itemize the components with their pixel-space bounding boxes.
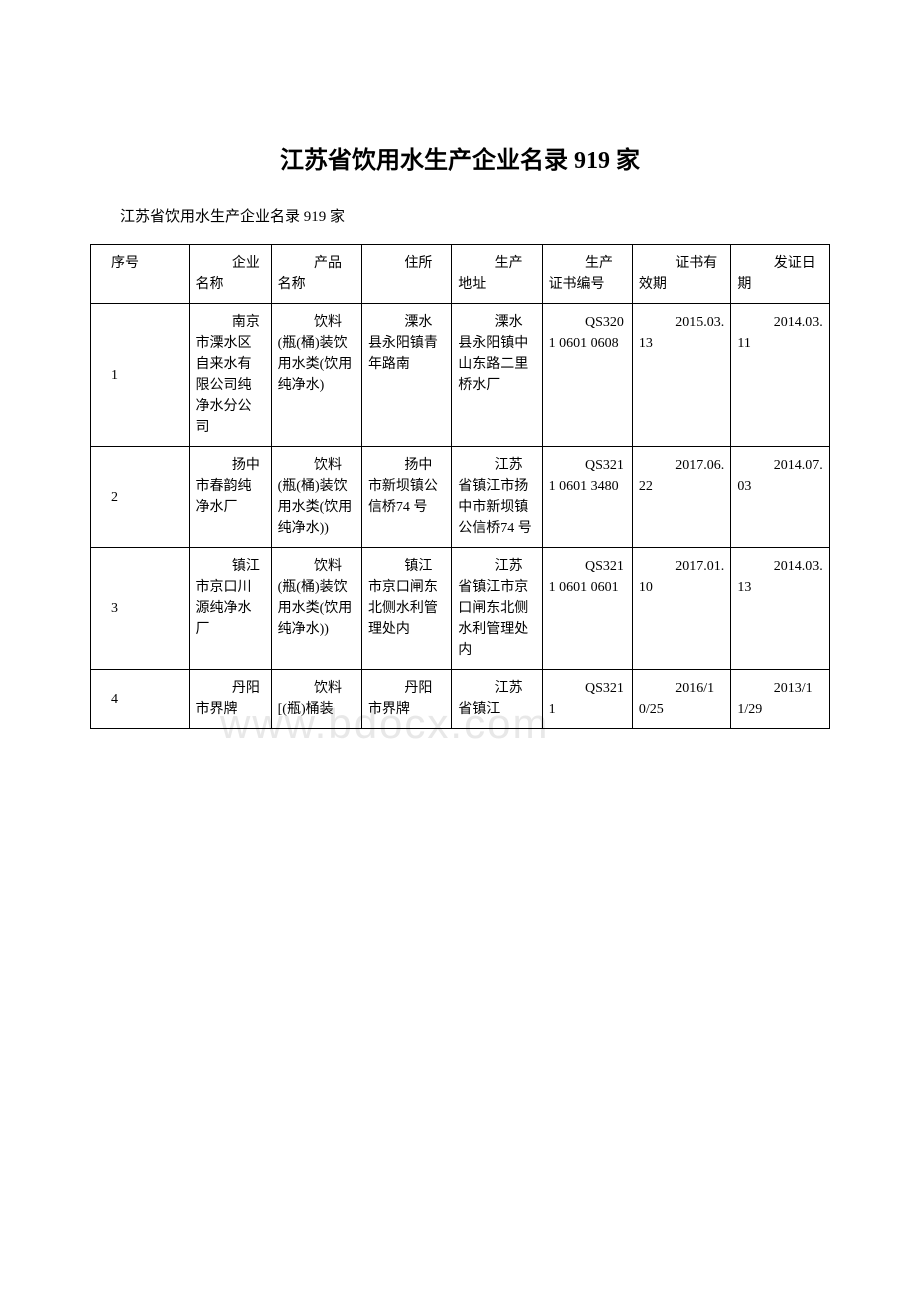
cell-product: 饮料(瓶(桶)装饮用水类(饮用纯净水)) xyxy=(271,548,361,670)
table-container: 序号 企业名称 产品名称 住所 生产地址 生产证书编号 证书有效期 发证日期 1… xyxy=(90,244,830,729)
table-row: 2 扬中市春韵纯净水厂 饮料(瓶(桶)装饮用水类(饮用纯净水)) 扬中市新坝镇公… xyxy=(91,447,830,548)
cell-address: 镇江市京口闸东北侧水利管理处内 xyxy=(361,548,451,670)
cell-seq: 3 xyxy=(91,548,190,670)
enterprise-table: 序号 企业名称 产品名称 住所 生产地址 生产证书编号 证书有效期 发证日期 1… xyxy=(90,244,830,729)
table-header-row: 序号 企业名称 产品名称 住所 生产地址 生产证书编号 证书有效期 发证日期 xyxy=(91,245,830,304)
cell-company: 镇江市京口川源纯净水厂 xyxy=(189,548,271,670)
cell-prodaddr: 江苏省镇江市京口闸东北侧水利管理处内 xyxy=(452,548,542,670)
table-row: 1 南京市溧水区自来水有限公司纯净水分公司 饮料(瓶(桶)装饮用水类(饮用纯净水… xyxy=(91,304,830,447)
cell-validity: 2015.03.13 xyxy=(632,304,731,447)
document-subtitle: 江苏省饮用水生产企业名录 919 家 xyxy=(90,205,830,226)
cell-validity: 2017.06.22 xyxy=(632,447,731,548)
cell-prodaddr: 溧水县永阳镇中山东路二里桥水厂 xyxy=(452,304,542,447)
header-product: 产品名称 xyxy=(271,245,361,304)
cell-issue: 2013/11/29 xyxy=(731,670,830,729)
cell-address: 扬中市新坝镇公信桥74 号 xyxy=(361,447,451,548)
cell-prodaddr: 江苏省镇江 xyxy=(452,670,542,729)
cell-validity: 2016/10/25 xyxy=(632,670,731,729)
cell-seq: 2 xyxy=(91,447,190,548)
header-issue: 发证日期 xyxy=(731,245,830,304)
cell-company: 扬中市春韵纯净水厂 xyxy=(189,447,271,548)
cell-validity: 2017.01.10 xyxy=(632,548,731,670)
cell-product: 饮料(瓶(桶)装饮用水类(饮用纯净水) xyxy=(271,304,361,447)
table-row: 3 镇江市京口川源纯净水厂 饮料(瓶(桶)装饮用水类(饮用纯净水)) 镇江市京口… xyxy=(91,548,830,670)
cell-seq: 1 xyxy=(91,304,190,447)
cell-issue: 2014.07.03 xyxy=(731,447,830,548)
cell-issue: 2014.03.11 xyxy=(731,304,830,447)
cell-seq: 4 xyxy=(91,670,190,729)
table-row: 4 丹阳市界牌 饮料[(瓶)桶装 丹阳市界牌 江苏省镇江 QS3211 2016… xyxy=(91,670,830,729)
header-validity: 证书有效期 xyxy=(632,245,731,304)
cell-address: 丹阳市界牌 xyxy=(361,670,451,729)
cell-company: 丹阳市界牌 xyxy=(189,670,271,729)
cell-cert: QS3211 0601 0601 xyxy=(542,548,632,670)
cell-company: 南京市溧水区自来水有限公司纯净水分公司 xyxy=(189,304,271,447)
cell-issue: 2014.03.13 xyxy=(731,548,830,670)
cell-prodaddr: 江苏省镇江市扬中市新坝镇公信桥74 号 xyxy=(452,447,542,548)
header-company: 企业名称 xyxy=(189,245,271,304)
header-cert: 生产证书编号 xyxy=(542,245,632,304)
cell-cert: QS3211 xyxy=(542,670,632,729)
header-seq: 序号 xyxy=(91,245,190,304)
cell-product: 饮料(瓶(桶)装饮用水类(饮用纯净水)) xyxy=(271,447,361,548)
cell-address: 溧水县永阳镇青年路南 xyxy=(361,304,451,447)
document-title: 江苏省饮用水生产企业名录 919 家 xyxy=(90,140,830,175)
cell-cert: QS3201 0601 0608 xyxy=(542,304,632,447)
cell-product: 饮料[(瓶)桶装 xyxy=(271,670,361,729)
cell-cert: QS3211 0601 3480 xyxy=(542,447,632,548)
header-prodaddr: 生产地址 xyxy=(452,245,542,304)
header-address: 住所 xyxy=(361,245,451,304)
